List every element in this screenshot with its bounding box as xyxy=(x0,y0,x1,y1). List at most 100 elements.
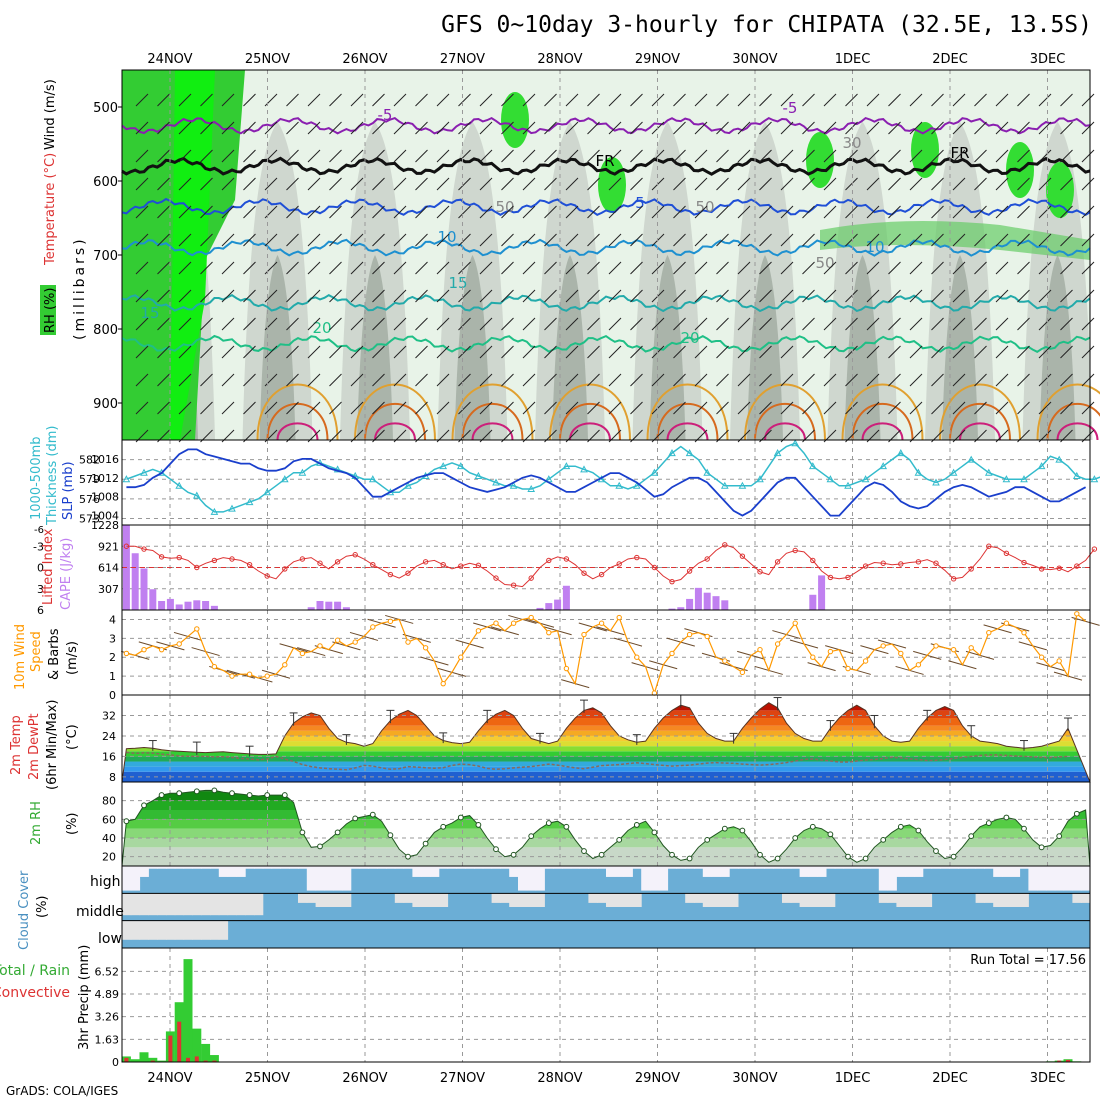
wind-speed-point xyxy=(686,631,693,638)
wind-barb xyxy=(157,149,170,163)
thickness-point xyxy=(175,481,184,489)
cloud-middle-gap xyxy=(298,893,308,903)
wind-barb xyxy=(737,233,751,247)
rh-point xyxy=(334,829,341,836)
contour-label: -5 xyxy=(378,106,393,124)
cloud-middle-gap xyxy=(535,893,545,907)
precip-conv-bar xyxy=(1066,1059,1070,1062)
wind-barb xyxy=(415,205,428,219)
wind-barb xyxy=(630,345,643,359)
thickness-point xyxy=(192,491,201,499)
y-tick: 6.52 xyxy=(95,965,120,978)
wind-barb xyxy=(350,345,364,359)
wind-barb xyxy=(651,149,665,163)
wind-barb xyxy=(243,205,256,219)
rh-point xyxy=(739,827,746,834)
cloud-high-gap xyxy=(342,866,352,891)
wind-barb xyxy=(909,345,923,359)
wind-barb xyxy=(479,317,493,331)
wind-barb xyxy=(1081,289,1095,303)
thickness-point xyxy=(949,468,958,476)
wind-barb xyxy=(1081,401,1095,415)
li-label: Lifted Index xyxy=(41,528,56,605)
x-tick-bottom: 25NOV xyxy=(245,1071,290,1086)
cloud-middle-gap xyxy=(254,893,264,916)
cape-bar xyxy=(686,598,694,610)
cloud-high-gap xyxy=(377,866,387,869)
rh-band-dark xyxy=(747,255,783,440)
wind-barb xyxy=(587,233,600,247)
wind-barb xyxy=(587,205,600,219)
wind-barb xyxy=(350,149,364,163)
wind-speed-point xyxy=(141,646,147,653)
rh-point xyxy=(246,792,253,798)
wind-barb xyxy=(372,233,385,247)
cloud-middle-gap xyxy=(702,893,713,907)
wind-barb xyxy=(995,401,1009,415)
y-tick: 600 xyxy=(93,175,118,190)
wind-barb xyxy=(286,401,299,415)
rh-moist-band xyxy=(820,221,1090,260)
rh-point xyxy=(862,855,869,862)
wind-barb xyxy=(479,233,493,247)
cloud-high-gap xyxy=(201,866,211,869)
precip-conv-bar xyxy=(194,1056,199,1062)
wind-barb xyxy=(1081,93,1095,107)
cloud-high-gap xyxy=(650,866,660,891)
cloud-high-gap xyxy=(456,866,466,869)
wind10-unit: (m/s) xyxy=(65,641,80,675)
wind-barb xyxy=(974,177,987,191)
wind-barb xyxy=(759,205,772,219)
wind-barb xyxy=(802,121,815,135)
wind-barb xyxy=(931,121,944,135)
wind-barb xyxy=(1081,149,1095,163)
wind-barb xyxy=(458,289,471,303)
li-point xyxy=(739,553,746,559)
thickness-point xyxy=(826,475,835,483)
wind-barb xyxy=(737,373,751,387)
isotherm-dome xyxy=(666,422,709,441)
isotherm-dome xyxy=(851,403,914,441)
y-tick: 1.63 xyxy=(95,1033,120,1046)
cloud-middle-gap xyxy=(887,893,897,903)
cloud-high-gap xyxy=(333,866,343,891)
cape-bar xyxy=(342,607,350,610)
wind-barb xyxy=(845,177,858,191)
wind-speed-line xyxy=(126,612,1086,696)
wind-barb xyxy=(802,289,815,303)
rh-point xyxy=(950,853,957,860)
wind-barb xyxy=(1060,233,1073,247)
y-tick: 4 xyxy=(109,613,116,626)
wind-barb xyxy=(286,149,299,163)
cloud-high-gap xyxy=(218,866,229,877)
wind-barb xyxy=(329,401,342,415)
wind-barb xyxy=(522,289,536,303)
isotherm-dome xyxy=(374,422,416,441)
wind-barb xyxy=(1081,205,1095,219)
cloud-high-gap xyxy=(139,866,149,877)
wind-barb xyxy=(264,345,278,359)
li-point xyxy=(757,569,763,575)
wind-barb xyxy=(243,121,256,135)
thickness-point xyxy=(140,468,148,476)
rh-point xyxy=(422,840,429,847)
wind-barb xyxy=(436,317,450,331)
wind-barb xyxy=(458,373,471,387)
wind-barb xyxy=(200,289,213,303)
li-point xyxy=(581,570,587,576)
rh-point xyxy=(774,855,781,862)
cape-bar xyxy=(175,604,183,610)
wind-barb xyxy=(501,121,514,135)
rh-point xyxy=(387,832,394,839)
li-point xyxy=(246,561,253,568)
wind-barb xyxy=(436,205,450,219)
wind-barb xyxy=(501,261,514,275)
thickness-point xyxy=(650,468,659,476)
wind-barb xyxy=(565,401,579,415)
cloud-high-gap xyxy=(1037,866,1047,891)
wind-barb xyxy=(952,233,966,247)
rh-point xyxy=(880,836,887,843)
wind-barb xyxy=(780,345,794,359)
wind-barb xyxy=(135,233,149,247)
wind-barb xyxy=(673,177,686,191)
